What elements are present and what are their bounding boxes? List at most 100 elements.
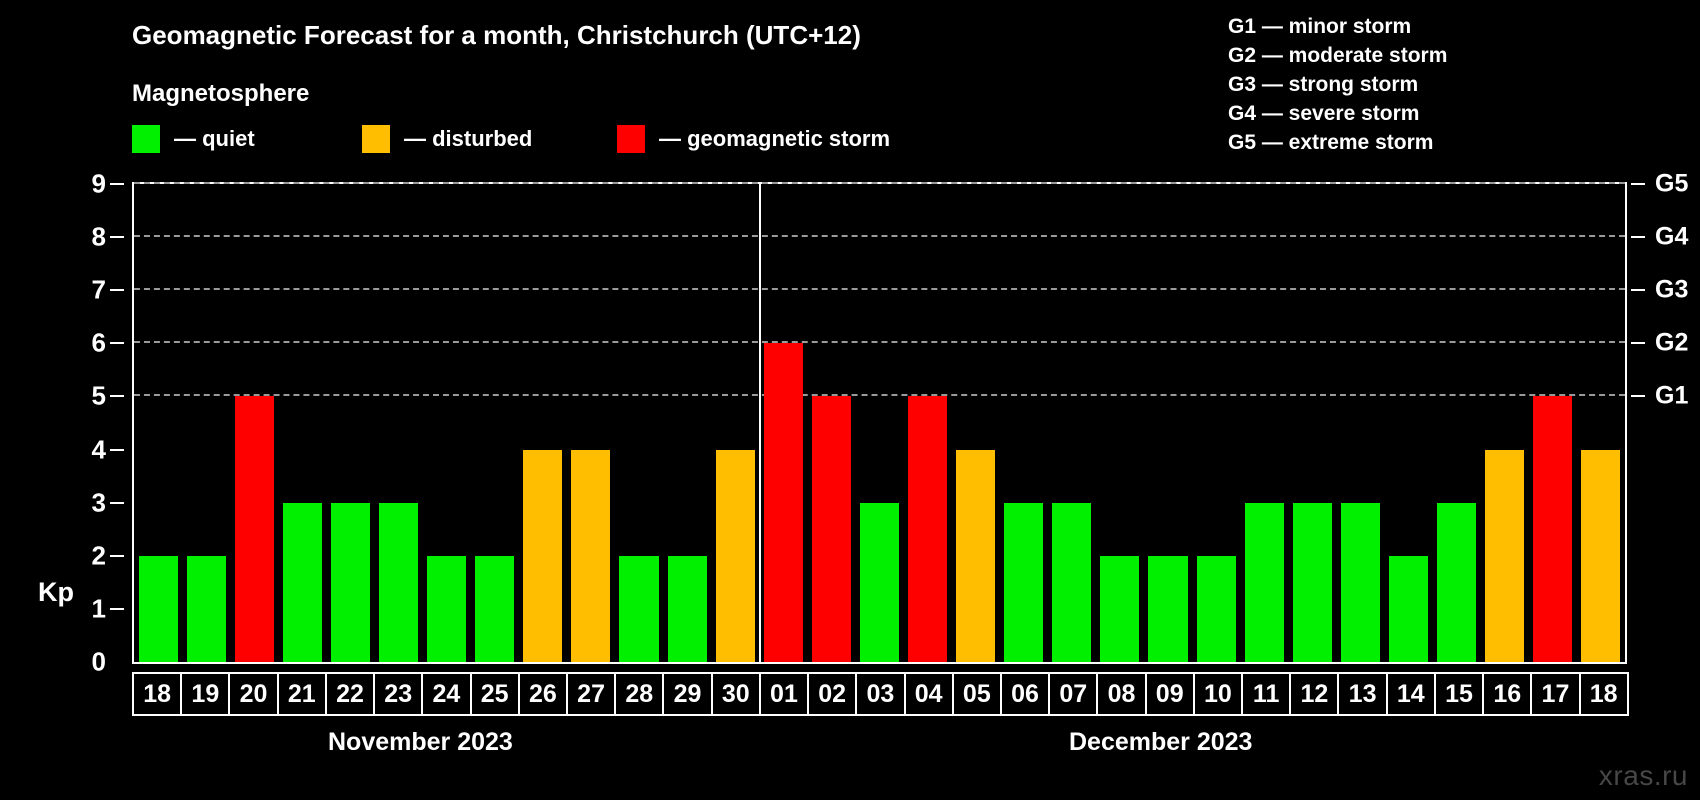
bar-cell xyxy=(1096,184,1144,662)
date-box-01[interactable]: 01 xyxy=(758,672,810,716)
bar-09[interactable] xyxy=(1148,555,1188,662)
bar-24[interactable] xyxy=(427,555,467,662)
bar-series xyxy=(134,184,1625,662)
date-box-10[interactable]: 10 xyxy=(1192,672,1244,716)
date-box-08[interactable]: 08 xyxy=(1096,672,1147,716)
date-box-07[interactable]: 07 xyxy=(1048,672,1099,716)
y-tick-label-3: 3 xyxy=(91,487,106,518)
date-box-30[interactable]: 30 xyxy=(710,672,761,716)
date-box-25[interactable]: 25 xyxy=(469,672,520,716)
plot-area xyxy=(134,182,1625,662)
page-title: Geomagnetic Forecast for a month, Christ… xyxy=(132,20,861,50)
y-axis-title: Kp xyxy=(38,577,74,607)
bar-14[interactable] xyxy=(1388,555,1429,662)
y-tick-mark-5 xyxy=(110,395,124,398)
month-caption-december: December 2023 xyxy=(1069,728,1253,756)
bar-22[interactable] xyxy=(330,502,370,662)
y-tick-mark-1 xyxy=(110,607,124,610)
bar-11[interactable] xyxy=(1244,502,1284,662)
date-box-14[interactable]: 14 xyxy=(1385,672,1436,716)
bar-30[interactable] xyxy=(715,449,755,662)
bar-26[interactable] xyxy=(523,449,563,662)
bar-15[interactable] xyxy=(1437,502,1477,662)
date-box-05[interactable]: 05 xyxy=(951,672,1002,716)
bar-01[interactable] xyxy=(763,343,803,662)
plot-frame xyxy=(132,182,1627,664)
date-box-03[interactable]: 03 xyxy=(855,672,906,716)
date-box-26[interactable]: 26 xyxy=(517,672,568,716)
g-tick-label-g4: G4 xyxy=(1655,222,1689,251)
bar-cell xyxy=(1144,184,1192,662)
bar-25[interactable] xyxy=(475,555,515,662)
bar-08[interactable] xyxy=(1100,555,1140,662)
bar-06[interactable] xyxy=(1004,502,1044,662)
bar-27[interactable] xyxy=(571,449,611,662)
g-tick-mark-g1 xyxy=(1631,395,1645,398)
y-tick-label-5: 5 xyxy=(91,380,106,411)
bar-04[interactable] xyxy=(908,396,948,662)
date-box-18[interactable]: 18 xyxy=(132,672,183,716)
date-box-12[interactable]: 12 xyxy=(1289,672,1340,716)
bar-29[interactable] xyxy=(667,555,707,662)
g-tick-mark-g3 xyxy=(1631,289,1645,292)
date-box-27[interactable]: 27 xyxy=(565,672,617,716)
bar-cell xyxy=(1048,184,1096,662)
bar-cell xyxy=(1384,184,1432,662)
date-box-11[interactable]: 11 xyxy=(1241,672,1292,716)
date-box-21[interactable]: 21 xyxy=(276,672,327,716)
bar-cell xyxy=(1192,184,1240,662)
bar-cell xyxy=(1481,184,1529,662)
bar-02[interactable] xyxy=(811,396,851,662)
date-box-09[interactable]: 09 xyxy=(1144,672,1195,716)
g-tick-mark-g2 xyxy=(1631,342,1645,345)
date-box-23[interactable]: 23 xyxy=(373,672,424,716)
bar-cell xyxy=(423,184,471,662)
bar-cell xyxy=(615,184,663,662)
bar-12[interactable] xyxy=(1292,502,1332,662)
quiet-swatch-icon xyxy=(132,125,160,153)
date-box-22[interactable]: 22 xyxy=(324,672,376,716)
date-box-28[interactable]: 28 xyxy=(614,672,665,716)
g-tick-label-g2: G2 xyxy=(1655,328,1689,357)
bar-10[interactable] xyxy=(1196,555,1236,662)
bar-03[interactable] xyxy=(859,502,899,662)
bar-13[interactable] xyxy=(1340,502,1380,662)
date-box-16[interactable]: 16 xyxy=(1482,672,1533,716)
date-box-06[interactable]: 06 xyxy=(999,672,1051,716)
bar-05[interactable] xyxy=(956,449,996,662)
date-box-02[interactable]: 02 xyxy=(807,672,858,716)
date-box-29[interactable]: 29 xyxy=(662,672,713,716)
g-axis: G1 G2 G3 G4 G5 xyxy=(1629,170,1700,664)
date-box-19[interactable]: 19 xyxy=(180,672,231,716)
bar-17[interactable] xyxy=(1533,396,1573,662)
bar-cell xyxy=(663,184,711,662)
gridline-kp-5 xyxy=(134,394,1625,397)
bar-23[interactable] xyxy=(378,502,419,662)
bar-19[interactable] xyxy=(186,555,226,662)
storm-swatch-icon xyxy=(617,125,645,153)
date-box-20[interactable]: 20 xyxy=(228,672,279,716)
date-box-17[interactable]: 17 xyxy=(1530,672,1581,716)
gridline-kp-7 xyxy=(134,288,1625,291)
bar-cell xyxy=(1577,184,1625,662)
magnetosphere-label: Magnetosphere xyxy=(132,80,310,107)
bar-cell xyxy=(1433,184,1481,662)
bar-28[interactable] xyxy=(619,555,659,662)
date-box-13[interactable]: 13 xyxy=(1337,672,1388,716)
date-box-24[interactable]: 24 xyxy=(421,672,472,716)
bar-18[interactable] xyxy=(1581,449,1621,662)
y-tick-label-0: 0 xyxy=(91,646,106,677)
bar-07[interactable] xyxy=(1052,502,1092,662)
month-caption-november: November 2023 xyxy=(328,728,513,756)
g-scale-row-g2: G2 — moderate storm xyxy=(1228,44,1448,67)
bar-18[interactable] xyxy=(138,555,178,662)
date-box-04[interactable]: 04 xyxy=(903,672,954,716)
bar-cell xyxy=(374,184,422,662)
date-box-15[interactable]: 15 xyxy=(1433,672,1485,716)
bar-20[interactable] xyxy=(234,396,274,662)
bar-21[interactable] xyxy=(282,502,322,662)
date-box-18[interactable]: 18 xyxy=(1578,672,1629,716)
g-scale-row-g1: G1 — minor storm xyxy=(1228,15,1412,38)
bar-16[interactable] xyxy=(1485,449,1525,662)
